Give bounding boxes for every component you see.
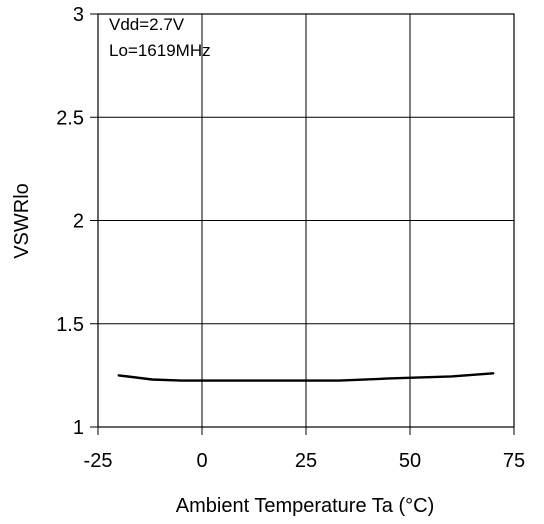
x-tick-label: 50 <box>399 450 421 472</box>
x-tick-label: 0 <box>196 450 207 472</box>
y-tick-label: 2.5 <box>56 107 84 129</box>
x-tick-label: 25 <box>295 450 317 472</box>
y-axis-title: VSWRlo <box>11 183 33 259</box>
x-tick-label: 75 <box>503 450 525 472</box>
x-axis-title: Ambient Temperature Ta (°C) <box>176 495 434 517</box>
y-tick-label: 3 <box>73 4 84 26</box>
series-layer <box>117 372 495 382</box>
annotation-vdd: Vdd=2.7V <box>109 15 185 34</box>
y-tick-label: 1.5 <box>56 314 84 336</box>
y-tick-label: 2 <box>73 211 84 233</box>
tick-labels: -25 0 25 50 75 1 1.5 2 2.5 3 <box>56 4 525 472</box>
x-tick-label: -25 <box>84 450 113 472</box>
annotation-lo: Lo=1619MHz <box>109 41 211 60</box>
y-tick-label: 1 <box>73 417 84 439</box>
grid-lines <box>98 14 514 427</box>
series-line <box>117 372 495 382</box>
